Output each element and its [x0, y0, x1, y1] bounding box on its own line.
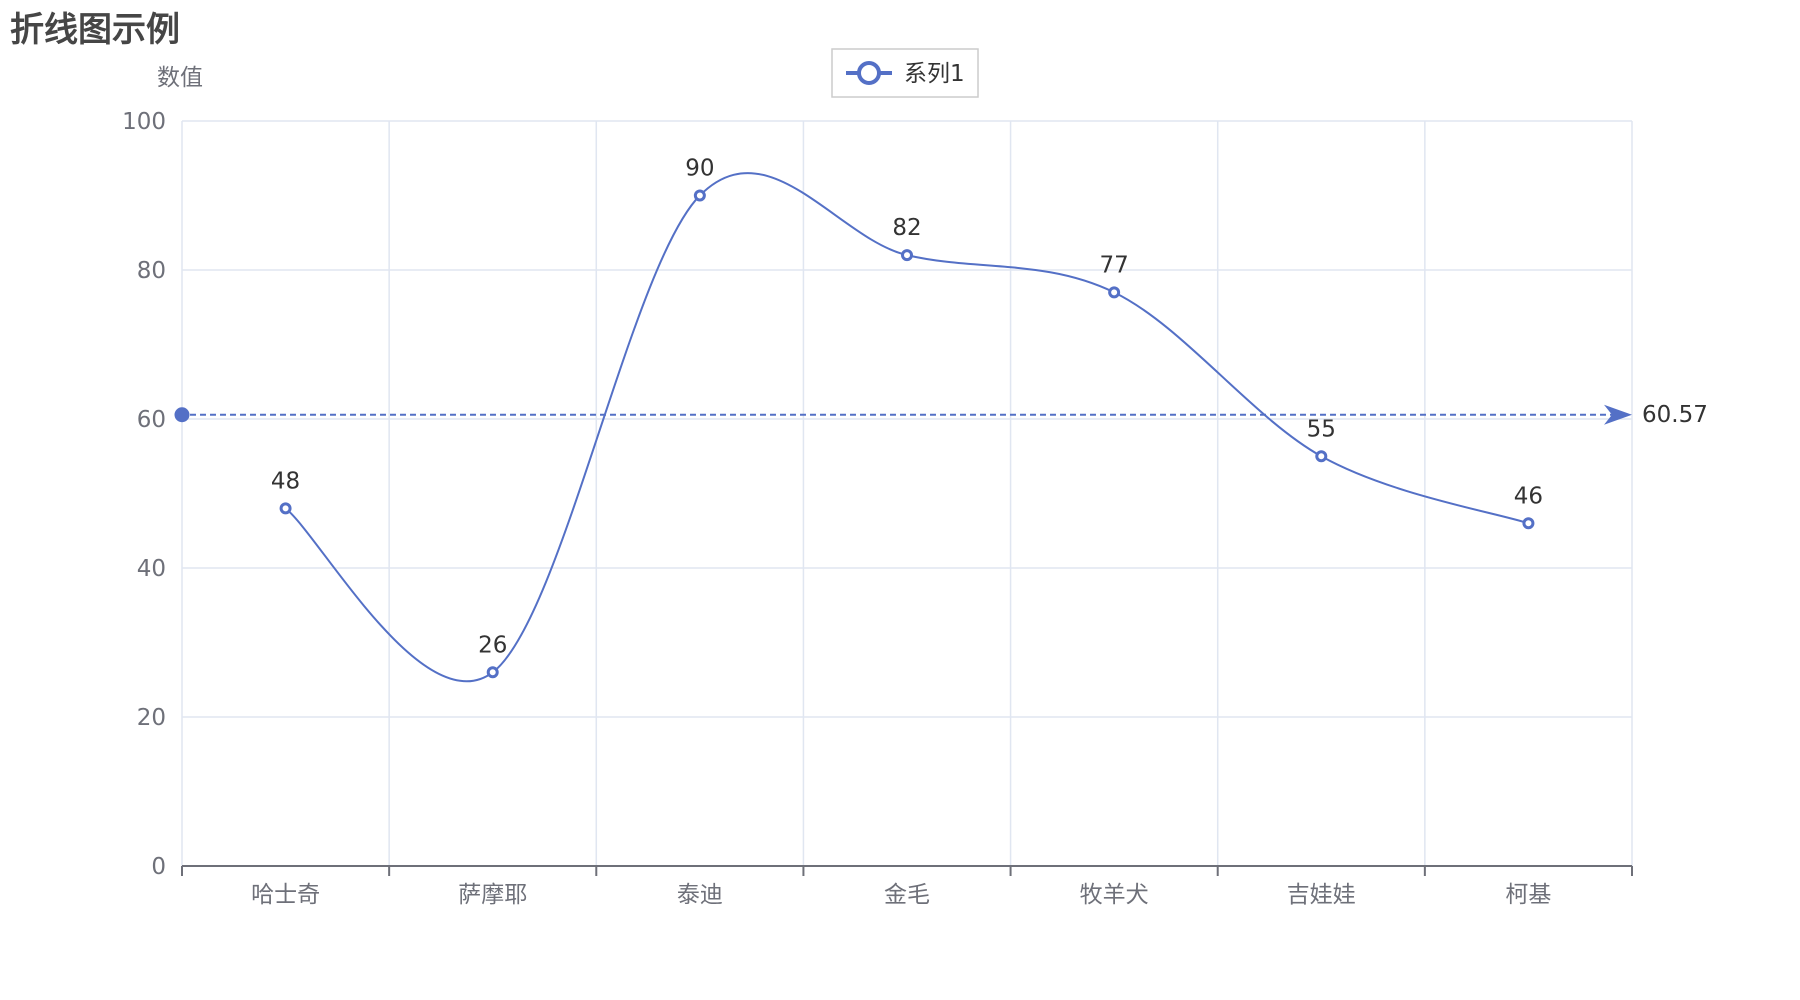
- y-tick-label: 20: [137, 705, 166, 731]
- x-tick-label: 萨摩耶: [458, 882, 527, 908]
- grid-lines: [181, 120, 1633, 866]
- mark-line-label: 60.57: [1642, 402, 1708, 428]
- y-tick-label: 100: [122, 109, 166, 135]
- data-point[interactable]: [279, 502, 292, 515]
- y-tick-label: 40: [137, 556, 166, 582]
- data-label: 77: [1100, 252, 1129, 278]
- chart-title: 折线图示例: [10, 10, 180, 50]
- average-mark-line: 60.57: [174, 402, 1708, 428]
- data-point[interactable]: [1315, 450, 1328, 463]
- series-line-layer: [279, 172, 1535, 683]
- y-tick-label: 80: [137, 258, 166, 284]
- x-tick-label: 吉娃娃: [1287, 882, 1356, 908]
- legend-item-label[interactable]: 系列1: [904, 61, 965, 87]
- y-axis-label: 数值: [157, 65, 203, 91]
- data-label: 55: [1307, 416, 1336, 442]
- x-tick-label: 泰迪: [677, 882, 723, 908]
- data-label: 46: [1514, 483, 1543, 509]
- x-tick-label: 柯基: [1505, 882, 1551, 908]
- data-point[interactable]: [693, 189, 706, 202]
- legend-marker-icon: [857, 61, 881, 85]
- data-point[interactable]: [901, 249, 913, 262]
- mark-line-arrow-icon: [1604, 404, 1632, 425]
- data-point[interactable]: [1108, 286, 1121, 299]
- x-tick-label: 金毛: [884, 882, 930, 908]
- axes: 0 20 40 60 80 100 哈士奇 萨摩耶 泰迪 金毛 牧羊犬 吉娃娃 柯基: [122, 109, 1633, 908]
- data-label: 82: [892, 215, 921, 241]
- data-labels: 48 26 90 82 77 55 46: [271, 156, 1543, 659]
- x-tick-label: 哈士奇: [251, 882, 320, 908]
- data-point[interactable]: [486, 666, 499, 679]
- data-label: 26: [478, 632, 507, 658]
- data-label: 48: [271, 468, 300, 494]
- data-label: 90: [685, 156, 714, 182]
- x-tick-label: 牧羊犬: [1080, 882, 1149, 908]
- data-point[interactable]: [1522, 517, 1535, 530]
- y-tick-label: 60: [137, 407, 166, 433]
- mark-line-start-dot: [174, 407, 190, 423]
- legend[interactable]: 系列1: [831, 48, 979, 98]
- y-tick-label: 0: [151, 854, 166, 880]
